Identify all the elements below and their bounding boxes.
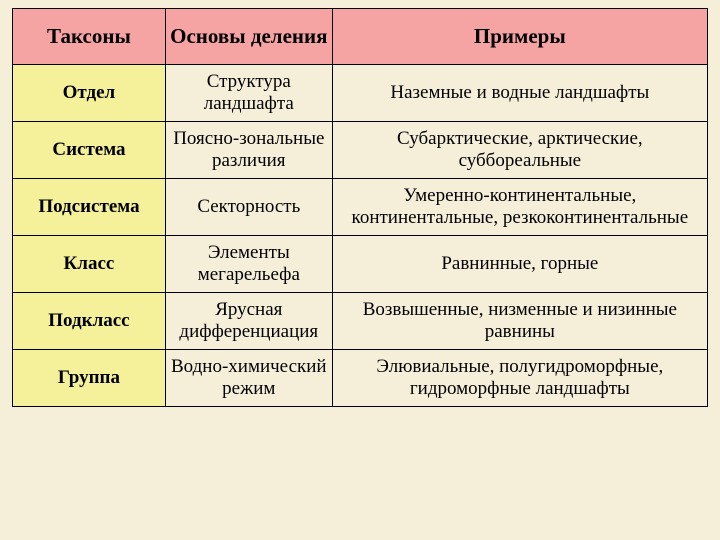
- cell-basis: Ярусная дифференциация: [165, 293, 332, 350]
- cell-basis: Секторность: [165, 179, 332, 236]
- table-row: ОтделСтруктура ландшафтаНаземные и водны…: [13, 65, 708, 122]
- cell-examples: Возвышенные, низменные и низинные равнин…: [332, 293, 707, 350]
- cell-examples: Элювиальные, полугидроморфные, гидроморф…: [332, 350, 707, 407]
- cell-examples: Наземные и водные ландшафты: [332, 65, 707, 122]
- table-row: ПодсистемаСекторностьУмеренно-континента…: [13, 179, 708, 236]
- table-row: КлассЭлементы мегарельефаРавнинные, горн…: [13, 236, 708, 293]
- header-examples: Примеры: [332, 9, 707, 65]
- cell-examples: Равнинные, горные: [332, 236, 707, 293]
- cell-basis: Структура ландшафта: [165, 65, 332, 122]
- table-header-row: Таксоны Основы деления Примеры: [13, 9, 708, 65]
- table-row: ГруппаВодно-химический режимЭлювиальные,…: [13, 350, 708, 407]
- cell-examples: Субарктические, арктические, суббореальн…: [332, 122, 707, 179]
- cell-taxon: Подкласс: [13, 293, 166, 350]
- cell-basis: Поясно-зональные различия: [165, 122, 332, 179]
- table-row: ПодклассЯрусная дифференциацияВозвышенны…: [13, 293, 708, 350]
- cell-taxon: Класс: [13, 236, 166, 293]
- cell-basis: Водно-химический режим: [165, 350, 332, 407]
- taxonomy-table: Таксоны Основы деления Примеры ОтделСтру…: [12, 8, 708, 407]
- cell-taxon: Подсистема: [13, 179, 166, 236]
- cell-basis: Элементы мегарельефа: [165, 236, 332, 293]
- header-taxon: Таксоны: [13, 9, 166, 65]
- header-basis: Основы деления: [165, 9, 332, 65]
- table-row: СистемаПоясно-зональные различияСубаркти…: [13, 122, 708, 179]
- cell-taxon: Группа: [13, 350, 166, 407]
- cell-taxon: Система: [13, 122, 166, 179]
- cell-taxon: Отдел: [13, 65, 166, 122]
- cell-examples: Умеренно-континентальные, континентальны…: [332, 179, 707, 236]
